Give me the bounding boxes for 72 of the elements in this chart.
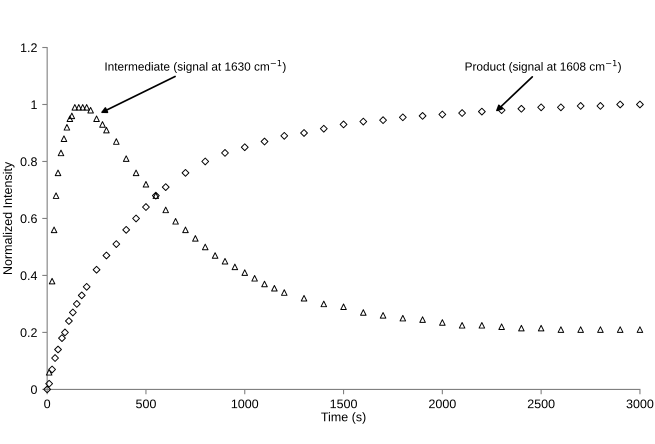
point xyxy=(192,235,199,242)
point xyxy=(518,324,525,332)
point xyxy=(300,294,308,302)
point xyxy=(64,124,70,131)
x-tick-label: 500 xyxy=(136,399,156,408)
point xyxy=(50,226,58,234)
point xyxy=(46,369,52,376)
point xyxy=(340,304,347,310)
point xyxy=(597,326,604,333)
point xyxy=(66,115,74,122)
point xyxy=(52,192,60,199)
point xyxy=(232,264,238,270)
point xyxy=(79,104,86,111)
annotation: Intermediate (signal at 1630 cm$^{−1}$) xyxy=(105,60,286,74)
point xyxy=(122,155,130,162)
point xyxy=(48,278,56,284)
x-tick-label: 3000 xyxy=(626,399,654,408)
point xyxy=(498,323,505,330)
x-tick-label: 2000 xyxy=(429,399,456,408)
point xyxy=(360,309,367,316)
point xyxy=(113,138,120,145)
point xyxy=(251,275,258,282)
point xyxy=(202,244,208,250)
y-tick-label: 0.4 xyxy=(20,271,38,280)
x-axis-title: Time (s) xyxy=(321,412,366,424)
point xyxy=(380,312,386,319)
point xyxy=(636,326,644,333)
point xyxy=(83,104,90,111)
point xyxy=(103,126,110,134)
point xyxy=(72,104,78,111)
point xyxy=(241,269,248,276)
point xyxy=(68,112,76,120)
point xyxy=(182,226,189,234)
annotation: Product (signal at 1608 cm$^{−1}$) xyxy=(466,60,621,74)
point xyxy=(478,322,486,329)
point xyxy=(577,326,584,333)
point xyxy=(142,180,150,188)
point xyxy=(212,252,218,259)
point xyxy=(132,170,140,176)
point xyxy=(76,104,82,111)
point xyxy=(152,192,160,199)
y-tick-label: 0 xyxy=(30,385,37,394)
x-tick-label: 0 xyxy=(44,399,50,408)
x-tick-label: 1500 xyxy=(330,399,357,408)
point xyxy=(172,218,179,225)
point xyxy=(616,326,624,333)
x-tick-label: 2500 xyxy=(528,399,555,408)
point xyxy=(419,316,426,323)
point xyxy=(162,206,169,214)
point xyxy=(60,135,68,142)
y-axis-title: Normalized Intensity xyxy=(2,162,15,274)
point xyxy=(87,106,94,114)
point xyxy=(558,326,564,333)
point xyxy=(54,170,62,176)
y-tick-label: 0.6 xyxy=(20,214,37,224)
point xyxy=(400,314,406,322)
x-tick-label: 1000 xyxy=(232,399,258,408)
point xyxy=(271,284,278,292)
point xyxy=(93,115,100,122)
y-tick-label: 0.8 xyxy=(20,157,37,166)
point xyxy=(458,322,466,329)
point xyxy=(439,319,446,326)
y-tick-label: 0.2 xyxy=(20,328,37,338)
point xyxy=(58,150,64,156)
y-tick-label: 1.2 xyxy=(21,43,37,52)
point xyxy=(261,280,268,288)
point xyxy=(281,289,288,296)
y-tick-label: 1 xyxy=(31,100,37,110)
point xyxy=(320,300,328,308)
point xyxy=(538,324,544,332)
point xyxy=(222,258,228,264)
point xyxy=(99,121,106,128)
